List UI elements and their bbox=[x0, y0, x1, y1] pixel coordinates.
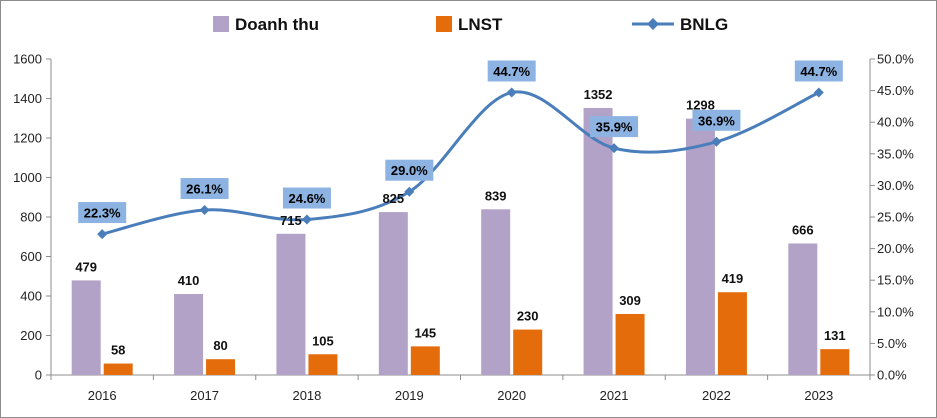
bar-value-label: 80 bbox=[213, 338, 227, 353]
legend-label: Doanh thu bbox=[235, 15, 319, 34]
bar-doanh-thu bbox=[481, 209, 511, 375]
bar-value-label: 1298 bbox=[686, 98, 715, 113]
bar-lnst bbox=[410, 346, 440, 375]
bar-doanh-thu bbox=[276, 233, 306, 375]
bnlg-point bbox=[506, 87, 517, 98]
bar-value-label: 1352 bbox=[584, 87, 613, 102]
y-right-tick-label: 45.0% bbox=[877, 83, 914, 98]
bnlg-label-box bbox=[282, 187, 331, 209]
x-tick-label: 2016 bbox=[88, 388, 117, 403]
y-left-tick-label: 600 bbox=[20, 249, 42, 264]
bar-doanh-thu bbox=[788, 243, 818, 375]
bar-doanh-thu bbox=[583, 107, 613, 375]
y-right-tick-label: 15.0% bbox=[877, 273, 914, 288]
bar-lnst bbox=[615, 313, 645, 375]
bar-value-label: 230 bbox=[517, 309, 539, 324]
bnlg-point bbox=[609, 143, 620, 154]
legend: Doanh thu LNST BNLG bbox=[213, 15, 728, 34]
y-left-tick-label: 200 bbox=[20, 328, 42, 343]
legend-swatch bbox=[436, 16, 452, 32]
y-right-tick-label: 25.0% bbox=[877, 210, 914, 225]
bnlg-value-label: 24.6% bbox=[289, 191, 326, 206]
y-right-tick-label: 40.0% bbox=[877, 115, 914, 130]
bar-doanh-thu bbox=[71, 280, 101, 375]
bar-doanh-thu bbox=[378, 212, 408, 375]
legend-swatch bbox=[213, 16, 229, 32]
bar-doanh-thu bbox=[685, 118, 715, 376]
bar-lnst bbox=[308, 354, 338, 375]
bnlg-value-label: 44.7% bbox=[493, 64, 530, 79]
y-right-tick-label: 50.0% bbox=[877, 52, 914, 67]
bnlg-point bbox=[301, 214, 312, 225]
x-tick-label: 2019 bbox=[395, 388, 424, 403]
y-left-tick-label: 0 bbox=[35, 368, 42, 383]
bar-value-label: 825 bbox=[382, 191, 404, 206]
bar-value-label: 131 bbox=[824, 328, 846, 343]
bar-value-label: 410 bbox=[178, 273, 200, 288]
y-left-tick-label: 400 bbox=[20, 289, 42, 304]
bnlg-value-label: 26.1% bbox=[186, 182, 223, 197]
bar-value-label: 58 bbox=[111, 343, 125, 358]
y-right-tick-label: 10.0% bbox=[877, 304, 914, 319]
bar-value-label: 715 bbox=[280, 213, 302, 228]
bar-doanh-thu bbox=[174, 294, 204, 375]
bnlg-label-box bbox=[692, 109, 741, 131]
bnlg-value-label: 29.0% bbox=[391, 163, 428, 178]
bar-value-label: 145 bbox=[414, 325, 436, 340]
bnlg-label-box bbox=[794, 60, 843, 82]
bar-value-label: 479 bbox=[75, 259, 97, 274]
bnlg-label-box bbox=[487, 60, 536, 82]
bar-lnst bbox=[103, 363, 133, 375]
bnlg-line bbox=[101, 90, 820, 236]
bnlg-value-label: 36.9% bbox=[698, 113, 735, 128]
y-left-tick-label: 1600 bbox=[13, 52, 42, 67]
bnlg-point bbox=[813, 87, 824, 98]
bar-lnst bbox=[206, 359, 236, 375]
bars bbox=[71, 107, 850, 376]
y-right-tick-label: 30.0% bbox=[877, 178, 914, 193]
y-right-tick-label: 35.0% bbox=[877, 146, 914, 161]
bar-lnst bbox=[820, 349, 850, 375]
bar-value-label: 839 bbox=[485, 188, 507, 203]
x-tick-label: 2021 bbox=[600, 388, 629, 403]
bar-value-label: 419 bbox=[722, 271, 744, 286]
bnlg-point bbox=[404, 186, 415, 197]
bar-value-label: 309 bbox=[619, 293, 641, 308]
x-tick-label: 2018 bbox=[292, 388, 321, 403]
bnlg-value-label: 44.7% bbox=[800, 64, 837, 79]
y-right-tick-label: 5.0% bbox=[877, 336, 907, 351]
x-tick-label: 2020 bbox=[497, 388, 526, 403]
bar-lnst bbox=[513, 329, 543, 375]
data-labels: 479 410 715 825 839 1352 1298 666 58 80 105 145 230 3… bbox=[75, 60, 846, 358]
bnlg-label-box bbox=[385, 159, 434, 181]
bnlg-label-box bbox=[590, 116, 639, 138]
x-tick-label: 2022 bbox=[702, 388, 731, 403]
y-right-tick-label: 0.0% bbox=[877, 368, 907, 383]
bar-lnst bbox=[717, 292, 747, 375]
y-left-tick-label: 1200 bbox=[13, 131, 42, 146]
y-left-tick-label: 1400 bbox=[13, 91, 42, 106]
legend-diamond-marker bbox=[647, 18, 659, 30]
bnlg-value-label: 35.9% bbox=[596, 120, 633, 135]
bar-value-label: 666 bbox=[792, 222, 814, 237]
bnlg-point bbox=[711, 136, 722, 147]
x-tick-label: 2017 bbox=[190, 388, 219, 403]
bnlg-value-label: 22.3% bbox=[84, 206, 121, 221]
line-series bbox=[97, 87, 824, 240]
bnlg-point bbox=[199, 205, 210, 216]
y-left-tick-label: 1000 bbox=[13, 170, 42, 185]
y-left-tick-label: 800 bbox=[20, 210, 42, 225]
legend-label: BNLG bbox=[680, 15, 728, 34]
bnlg-label-box bbox=[180, 178, 229, 200]
bnlg-point bbox=[97, 229, 108, 240]
y-right-tick-label: 20.0% bbox=[877, 241, 914, 256]
legend-label: LNST bbox=[458, 15, 503, 34]
bar-value-label: 105 bbox=[312, 333, 334, 348]
x-tick-label: 2023 bbox=[804, 388, 833, 403]
bnlg-label-box bbox=[78, 202, 127, 224]
